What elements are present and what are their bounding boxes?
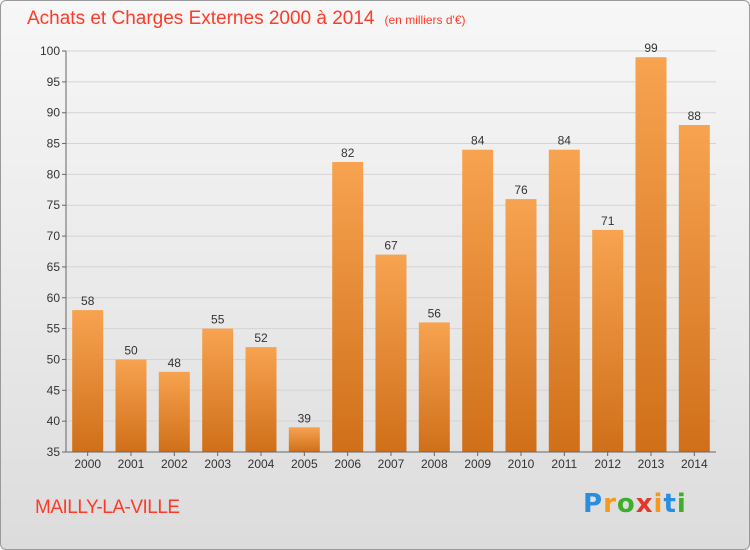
logo-letter: i xyxy=(653,489,664,519)
logo-letter: P xyxy=(583,489,604,519)
chart-unit: (en milliers d'€) xyxy=(384,13,466,27)
bar xyxy=(375,254,407,452)
y-tick-label: 40 xyxy=(47,414,61,428)
y-tick-label: 75 xyxy=(47,198,61,212)
bar xyxy=(332,162,364,452)
x-tick-label: 2008 xyxy=(421,457,448,471)
logo-letter: o xyxy=(616,489,636,519)
bar xyxy=(245,347,277,452)
logo-letter: i xyxy=(676,489,687,519)
bar-value-label: 48 xyxy=(168,356,182,370)
bars: 58 50 48 55 52 39 82 67 56 84 76 84 71 99 88 xyxy=(72,41,710,452)
logo-letter: t xyxy=(663,489,677,519)
bar xyxy=(635,57,667,452)
bar xyxy=(592,229,624,452)
bar xyxy=(548,149,580,452)
y-tick-label: 70 xyxy=(47,229,61,243)
y-axis: 35 40 45 50 55 60 65 70 75 80 85 90 95 100 xyxy=(40,44,67,459)
x-tick-label: 2014 xyxy=(681,457,708,471)
x-tick-label: 2004 xyxy=(248,457,275,471)
x-tick-label: 2013 xyxy=(638,457,665,471)
x-tick-label: 2012 xyxy=(594,457,621,471)
bar xyxy=(158,371,190,452)
y-tick-label: 60 xyxy=(47,291,61,305)
bar xyxy=(505,199,537,452)
x-tick-label: 2010 xyxy=(508,457,535,471)
proxiti-logo: Proxiti xyxy=(583,489,687,519)
y-tick-label: 65 xyxy=(47,260,61,274)
bar-value-label: 39 xyxy=(298,411,312,425)
logo-letter: r xyxy=(603,489,617,519)
bar xyxy=(72,310,104,452)
x-axis: 2000 2001 2002 2003 2004 2005 2006 2007 2008 2009… xyxy=(66,451,716,471)
x-tick-label: 2002 xyxy=(161,457,188,471)
y-tick-label: 80 xyxy=(47,167,61,181)
bar-value-label: 84 xyxy=(558,134,572,148)
bar xyxy=(418,322,450,452)
bar xyxy=(678,125,710,452)
bar xyxy=(115,359,147,452)
bar-value-label: 84 xyxy=(471,134,485,148)
y-tick-label: 35 xyxy=(47,445,61,459)
y-tick-label: 90 xyxy=(47,106,61,120)
x-tick-label: 2005 xyxy=(291,457,318,471)
x-tick-label: 2000 xyxy=(74,457,101,471)
bar-value-label: 50 xyxy=(124,344,138,358)
bar xyxy=(462,149,494,452)
bar-value-label: 76 xyxy=(514,183,528,197)
bar-value-label: 71 xyxy=(601,214,615,228)
chart-title-text: Achats et Charges Externes 2000 à 2014 xyxy=(27,8,375,29)
bar-value-label: 55 xyxy=(211,313,225,327)
x-tick-label: 2007 xyxy=(378,457,405,471)
y-tick-label: 50 xyxy=(47,352,61,366)
y-tick-label: 85 xyxy=(47,137,61,151)
bar-value-label: 82 xyxy=(341,146,355,160)
x-tick-label: 2009 xyxy=(464,457,491,471)
y-tick-label: 100 xyxy=(40,44,60,58)
bar xyxy=(202,328,234,452)
x-tick-label: 2011 xyxy=(551,457,577,471)
bar-value-label: 58 xyxy=(81,294,95,308)
bar-value-label: 67 xyxy=(384,239,398,253)
y-tick-label: 55 xyxy=(47,322,61,336)
x-tick-label: 2006 xyxy=(334,457,361,471)
bar xyxy=(288,427,320,452)
logo-letter: x xyxy=(635,489,654,519)
bar-value-label: 99 xyxy=(644,41,658,55)
bar-value-label: 56 xyxy=(428,306,442,320)
y-tick-label: 95 xyxy=(47,75,61,89)
commune-name: MAILLY-LA-VILLE xyxy=(35,497,180,518)
bar-value-label: 52 xyxy=(254,331,268,345)
x-tick-label: 2003 xyxy=(204,457,231,471)
chart-title: Achats et Charges Externes 2000 à 2014 (e… xyxy=(27,8,466,30)
bar-value-label: 88 xyxy=(688,109,702,123)
y-tick-label: 45 xyxy=(47,383,61,397)
x-tick-label: 2001 xyxy=(118,457,145,471)
